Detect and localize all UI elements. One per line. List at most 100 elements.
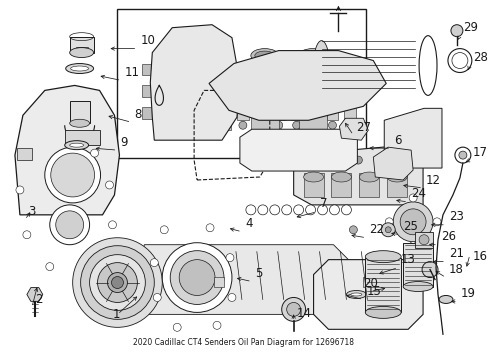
- Bar: [255, 66, 267, 120]
- Polygon shape: [294, 145, 423, 205]
- Text: 17: 17: [473, 146, 488, 159]
- Ellipse shape: [159, 51, 179, 60]
- Circle shape: [384, 156, 392, 164]
- Circle shape: [258, 205, 268, 215]
- Bar: [70, 102, 90, 123]
- Bar: [214, 276, 224, 287]
- Text: 6: 6: [394, 134, 402, 147]
- Ellipse shape: [155, 49, 183, 63]
- Polygon shape: [384, 108, 442, 168]
- Circle shape: [409, 242, 417, 250]
- Circle shape: [381, 223, 395, 237]
- Bar: [344, 66, 356, 120]
- Text: 25: 25: [403, 220, 418, 233]
- Text: 7: 7: [319, 197, 327, 210]
- Ellipse shape: [304, 172, 323, 182]
- Circle shape: [16, 186, 24, 194]
- Text: 14: 14: [296, 307, 312, 320]
- Polygon shape: [27, 288, 43, 301]
- Circle shape: [51, 153, 95, 197]
- Circle shape: [107, 273, 127, 292]
- Circle shape: [433, 218, 441, 226]
- Ellipse shape: [366, 251, 401, 263]
- Circle shape: [170, 251, 224, 305]
- Ellipse shape: [332, 172, 351, 182]
- Circle shape: [329, 205, 340, 215]
- Text: 19: 19: [461, 287, 476, 300]
- Circle shape: [282, 205, 292, 215]
- Ellipse shape: [66, 63, 94, 73]
- Bar: [298, 112, 326, 130]
- Circle shape: [56, 211, 84, 239]
- Circle shape: [108, 221, 117, 229]
- Polygon shape: [314, 260, 423, 329]
- Circle shape: [81, 246, 154, 319]
- Circle shape: [112, 276, 123, 288]
- Bar: [291, 66, 303, 120]
- Ellipse shape: [387, 172, 407, 182]
- Circle shape: [409, 194, 417, 202]
- Polygon shape: [150, 25, 240, 140]
- Polygon shape: [209, 51, 386, 120]
- Ellipse shape: [255, 51, 275, 60]
- Text: 24: 24: [411, 188, 426, 201]
- Circle shape: [228, 293, 236, 301]
- Circle shape: [354, 156, 362, 164]
- Circle shape: [328, 121, 337, 129]
- Polygon shape: [240, 129, 357, 171]
- Bar: [251, 112, 279, 130]
- Ellipse shape: [251, 49, 279, 63]
- Bar: [387, 173, 407, 197]
- Text: 1: 1: [113, 308, 120, 321]
- Text: 12: 12: [426, 174, 441, 186]
- Bar: [273, 66, 285, 120]
- Bar: [143, 85, 172, 97]
- Circle shape: [287, 302, 301, 316]
- Circle shape: [226, 254, 234, 262]
- Bar: [219, 66, 231, 120]
- Ellipse shape: [70, 48, 94, 58]
- Bar: [304, 173, 323, 197]
- Ellipse shape: [70, 143, 84, 147]
- Bar: [155, 112, 183, 130]
- Bar: [17, 148, 32, 160]
- Circle shape: [306, 205, 316, 215]
- Text: 2: 2: [35, 293, 42, 306]
- Bar: [118, 9, 367, 158]
- Bar: [203, 112, 231, 130]
- Ellipse shape: [70, 119, 90, 127]
- Circle shape: [46, 263, 54, 271]
- Bar: [403, 243, 433, 287]
- Circle shape: [239, 121, 247, 129]
- Circle shape: [419, 235, 429, 245]
- Circle shape: [385, 218, 393, 226]
- Circle shape: [206, 224, 214, 232]
- Circle shape: [324, 156, 333, 164]
- Circle shape: [299, 156, 308, 164]
- Text: 5: 5: [255, 267, 262, 280]
- Text: 2020 Cadillac CT4 Senders Oil Pan Diagram for 12696718: 2020 Cadillac CT4 Senders Oil Pan Diagra…: [133, 338, 354, 347]
- Ellipse shape: [71, 66, 89, 71]
- Text: 29: 29: [463, 21, 478, 34]
- Circle shape: [98, 256, 106, 264]
- Text: 22: 22: [369, 223, 384, 236]
- Text: 13: 13: [401, 253, 416, 266]
- Circle shape: [257, 121, 265, 129]
- Ellipse shape: [303, 51, 322, 60]
- Ellipse shape: [203, 49, 231, 63]
- Circle shape: [409, 156, 417, 164]
- Text: 28: 28: [473, 51, 488, 64]
- Bar: [70, 37, 94, 53]
- Text: 11: 11: [124, 66, 140, 79]
- Circle shape: [23, 231, 31, 239]
- Circle shape: [275, 121, 283, 129]
- Text: 27: 27: [356, 121, 371, 134]
- Circle shape: [91, 149, 98, 157]
- Text: 16: 16: [473, 250, 488, 263]
- Circle shape: [179, 260, 215, 296]
- Circle shape: [270, 205, 280, 215]
- Circle shape: [342, 205, 351, 215]
- Circle shape: [246, 205, 256, 215]
- Ellipse shape: [359, 172, 379, 182]
- Circle shape: [294, 205, 304, 215]
